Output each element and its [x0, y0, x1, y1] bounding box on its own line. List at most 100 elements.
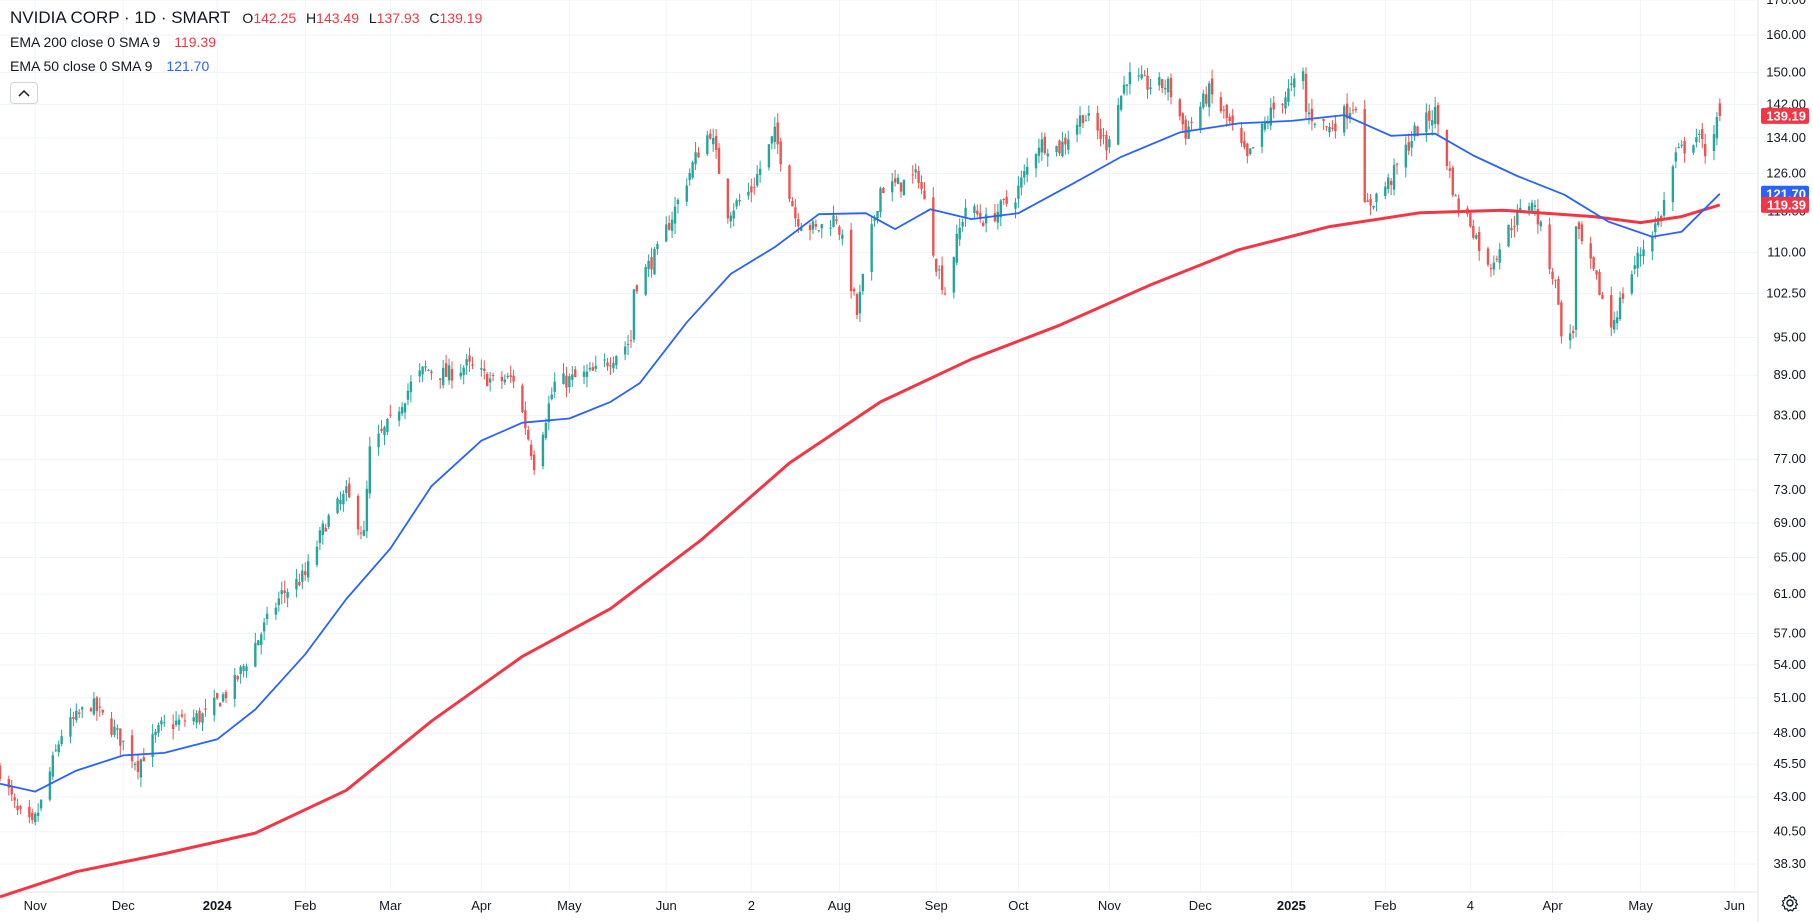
candle-body: [1610, 295, 1613, 328]
candle: [57, 740, 60, 757]
candle: [635, 284, 639, 294]
candle-body: [1445, 130, 1449, 167]
price-tick-label: 134.00: [1766, 130, 1806, 145]
candle: [1560, 299, 1563, 344]
candle-body: [377, 433, 380, 448]
gear-icon[interactable]: [1781, 894, 1799, 912]
candle: [1536, 199, 1540, 234]
candle-body: [1166, 78, 1170, 93]
close-value: 139.19: [439, 10, 483, 26]
candle: [1454, 193, 1457, 197]
candle-body: [195, 713, 198, 723]
candle: [1354, 106, 1358, 113]
candle: [1169, 73, 1173, 105]
candle-body: [1017, 185, 1020, 199]
candle: [841, 229, 844, 246]
candle: [95, 695, 99, 721]
candle: [1231, 109, 1234, 131]
candle-body: [242, 666, 245, 672]
candle-body: [1328, 126, 1331, 133]
candle: [1125, 83, 1129, 96]
candle: [122, 740, 125, 751]
ema200-row[interactable]: EMA 200 close 0 SMA 9 119.39: [10, 30, 488, 54]
candle: [952, 256, 956, 299]
candle-body: [591, 367, 595, 371]
candle: [550, 387, 553, 401]
legend-collapse-button[interactable]: [10, 82, 38, 104]
price-tick-label: 48.00: [1773, 725, 1806, 740]
candle-body: [424, 366, 427, 368]
candle-body: [321, 523, 325, 535]
candle: [1636, 246, 1639, 278]
candle: [383, 425, 386, 446]
candle: [1671, 164, 1675, 212]
candle-body: [119, 728, 122, 746]
candle: [213, 689, 216, 722]
candle: [1718, 98, 1722, 122]
candle-body: [1560, 302, 1563, 337]
candle-body: [509, 375, 512, 377]
candle-body: [113, 726, 116, 735]
candle: [1096, 105, 1099, 140]
candle-body: [814, 224, 818, 227]
candle: [483, 360, 486, 380]
candle: [1615, 310, 1619, 330]
candle: [36, 803, 40, 822]
candle-body: [999, 200, 1002, 218]
candle-body: [1477, 232, 1481, 252]
candle: [1284, 91, 1287, 115]
candle-body: [459, 372, 462, 377]
candle: [1037, 138, 1041, 164]
candle-body: [1020, 177, 1023, 188]
candle-body: [1533, 205, 1537, 207]
candle-body: [283, 590, 286, 593]
candle: [697, 147, 700, 158]
candle-body: [122, 740, 125, 742]
candle-body: [51, 755, 55, 777]
candle-body: [1219, 97, 1223, 112]
candle: [509, 365, 512, 383]
candle: [955, 224, 958, 266]
candle: [16, 798, 19, 815]
chart-legend: NVIDIA CORP · 1D · SMART O142.25 H143.49…: [10, 6, 488, 104]
candle-body: [257, 640, 260, 646]
candle: [776, 113, 779, 155]
candle: [1290, 76, 1293, 92]
candle: [1595, 270, 1598, 280]
symbol-title[interactable]: NVIDIA CORP · 1D · SMART: [10, 8, 231, 27]
candle: [1539, 219, 1543, 232]
candle-body: [218, 703, 222, 707]
candle: [1163, 79, 1167, 95]
candle-body: [817, 230, 821, 232]
candle: [298, 573, 301, 587]
candle: [1272, 96, 1275, 119]
candle: [1328, 122, 1331, 137]
candle: [1084, 115, 1088, 122]
candle-body: [1384, 186, 1387, 196]
candle: [1075, 118, 1079, 143]
candle: [1366, 192, 1369, 202]
candle-body: [606, 362, 609, 367]
candle-body: [1307, 112, 1311, 115]
ema50-row[interactable]: EMA 50 close 0 SMA 9 121.70: [10, 54, 488, 78]
candle: [160, 716, 163, 731]
candle-body: [879, 188, 882, 213]
candle-body: [345, 486, 348, 494]
candle-body: [626, 344, 630, 346]
candle-body: [1425, 112, 1428, 133]
candle-body: [1621, 293, 1625, 299]
candle: [1351, 101, 1355, 115]
candle: [606, 357, 609, 371]
candle-body: [327, 515, 330, 527]
candle: [685, 178, 688, 207]
candle-body: [1240, 128, 1243, 143]
candle-body: [1612, 320, 1616, 330]
candle: [615, 355, 618, 370]
candle: [447, 358, 451, 385]
candle-body: [585, 371, 589, 377]
candle-body: [1161, 79, 1164, 88]
candle: [961, 218, 964, 232]
candle-body: [1281, 104, 1284, 106]
